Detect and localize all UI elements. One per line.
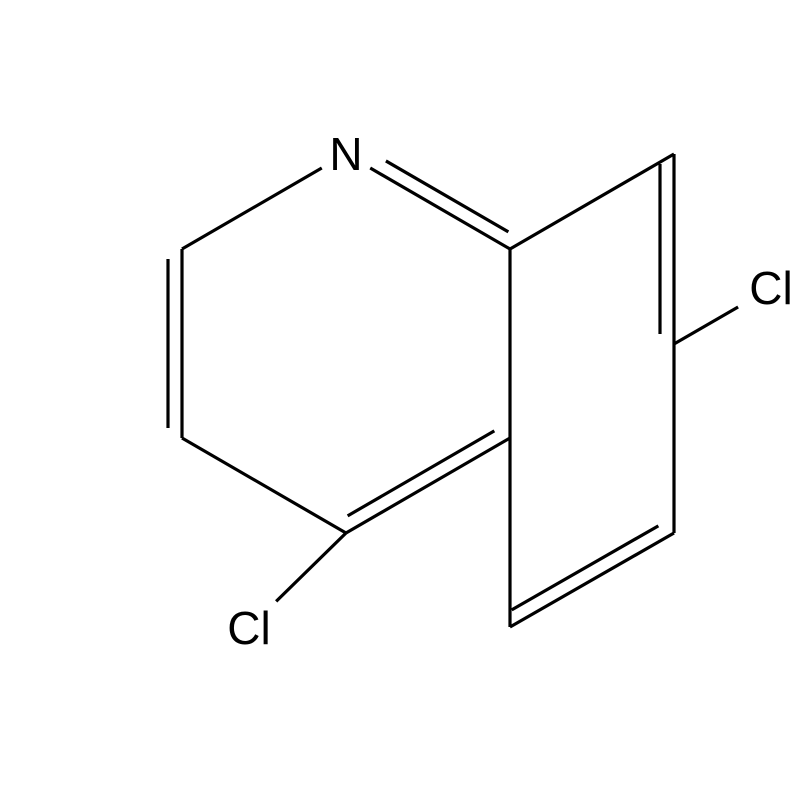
- molecule-diagram: N Cl Cl: [0, 0, 800, 800]
- bond: [182, 168, 322, 249]
- bond: [276, 533, 346, 601]
- atom-label-n: N: [329, 128, 362, 180]
- bond: [348, 431, 495, 516]
- bond: [386, 161, 508, 232]
- bonds-layer: [168, 154, 738, 627]
- atom-label-cl: Cl: [749, 262, 792, 314]
- bond: [510, 154, 674, 249]
- bond: [370, 168, 510, 249]
- bond: [510, 533, 674, 627]
- bond: [512, 526, 659, 610]
- bond: [182, 438, 346, 533]
- atom-label-cl: Cl: [227, 602, 270, 654]
- bond: [346, 438, 510, 533]
- bond: [674, 307, 738, 344]
